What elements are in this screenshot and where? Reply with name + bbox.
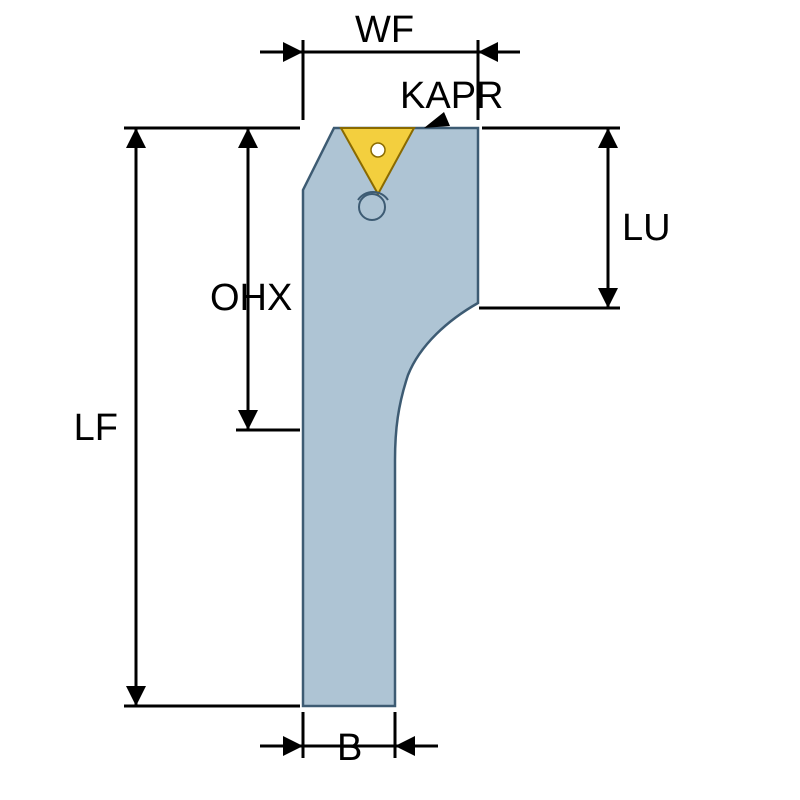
dimension-kapr: KAPR <box>398 75 503 128</box>
insert-hole <box>371 143 385 157</box>
kapr-label: KAPR <box>400 75 503 117</box>
dimension-ohx: OHX <box>210 128 300 430</box>
lu-label: LU <box>622 207 671 249</box>
lf-label: LF <box>74 407 118 449</box>
dimension-lf: LF <box>74 128 300 706</box>
b-label: B <box>337 727 362 769</box>
clamp-screw <box>359 194 385 220</box>
technical-diagram: WF KAPR LF OHX LU <box>0 0 800 800</box>
tool-body <box>303 128 478 706</box>
ohx-label: OHX <box>210 277 292 319</box>
dimension-lu: LU <box>479 128 671 308</box>
dimension-b: B <box>260 712 438 769</box>
wf-label: WF <box>355 9 414 51</box>
